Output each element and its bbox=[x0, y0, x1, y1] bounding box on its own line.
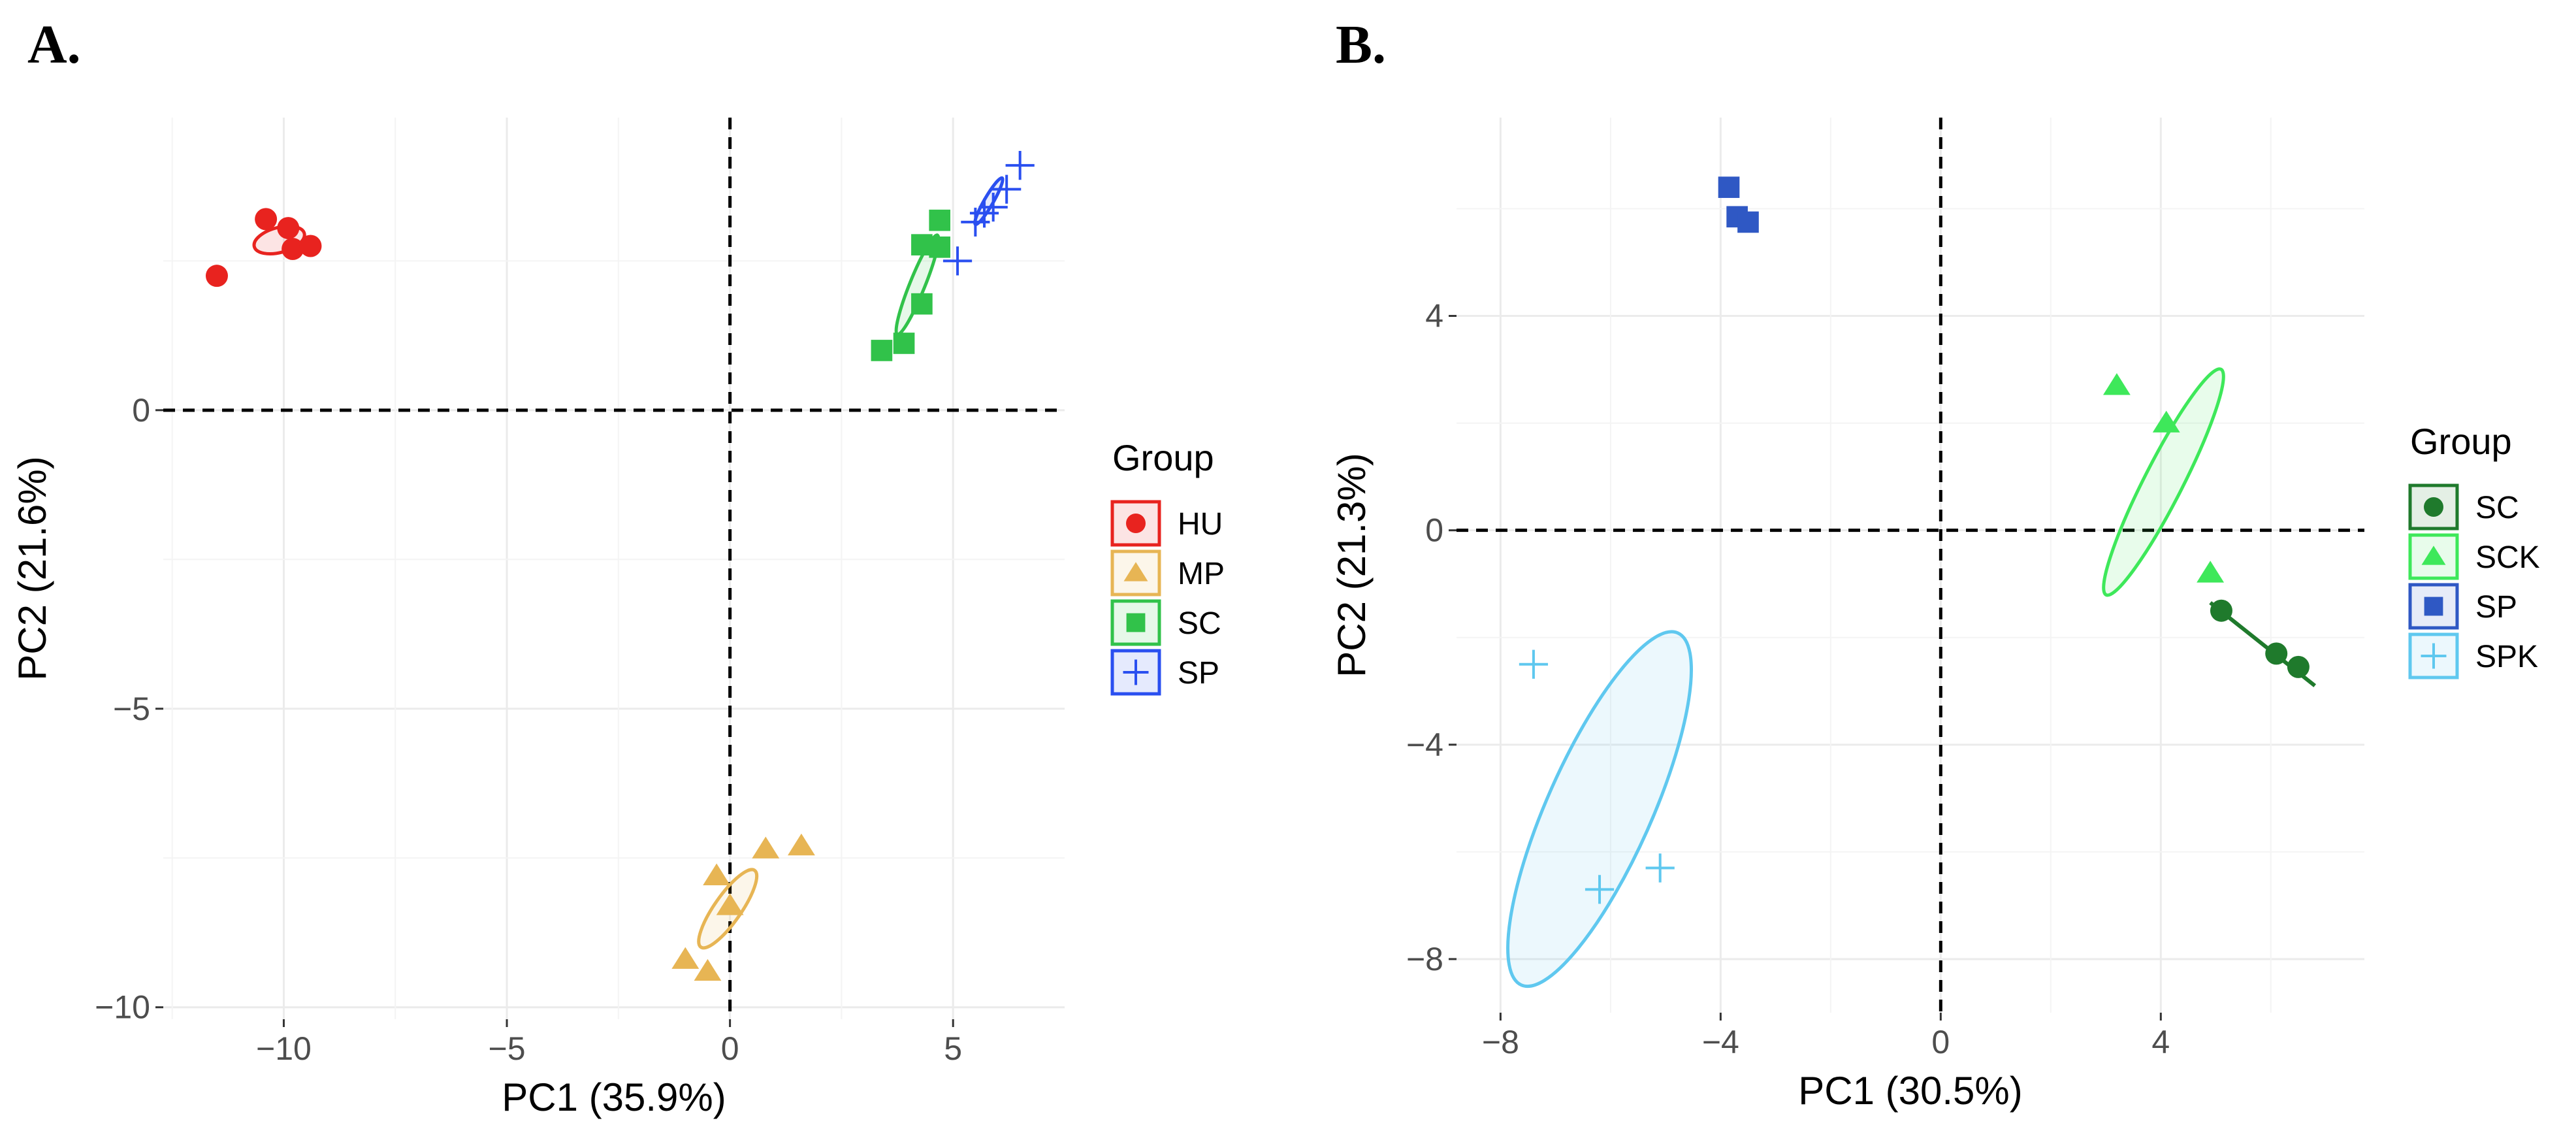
a-xtick-label-1: −5 bbox=[489, 1030, 526, 1067]
a-point-mp-3 bbox=[716, 893, 744, 915]
a-point-sc-1 bbox=[893, 333, 915, 354]
a-ytick-label-2: 0 bbox=[132, 392, 150, 429]
b-ytick-label-3: 4 bbox=[1425, 298, 1443, 335]
b-legend-title: Group bbox=[2410, 421, 2512, 462]
a-ellipse-sp bbox=[973, 176, 1005, 227]
b-legend-symbol-sck bbox=[2421, 546, 2446, 565]
b-legend-label-sck: SCK bbox=[2475, 540, 2540, 575]
b-point-sc-1 bbox=[2265, 642, 2288, 665]
a-series-mp bbox=[671, 833, 815, 981]
a-legend-symbol-sc bbox=[1126, 613, 1146, 632]
a-legend-symbol-sp bbox=[1123, 659, 1149, 685]
b-series-sck bbox=[2102, 367, 2225, 597]
a-point-sc-2 bbox=[911, 293, 933, 315]
b-legend-label-spk: SPK bbox=[2475, 640, 2538, 674]
a-point-sc-0 bbox=[871, 340, 893, 361]
a-point-sc-4 bbox=[929, 236, 951, 258]
a-point-sp-4 bbox=[992, 174, 1022, 204]
b-y-axis-label: PC2 (21.3%) bbox=[1330, 453, 1374, 677]
b-x-axis-label: PC1 (30.5%) bbox=[1798, 1069, 2022, 1113]
a-legend-label-hu: HU bbox=[1178, 507, 1223, 542]
b-legend-label-sc: SC bbox=[2475, 491, 2519, 525]
b-point-sc-0 bbox=[2210, 599, 2232, 622]
a-series-hu bbox=[205, 208, 322, 287]
b-point-sp-0 bbox=[1718, 176, 1740, 198]
b-point-spk-1 bbox=[1585, 875, 1615, 904]
a-legend-symbol-mp bbox=[1123, 562, 1148, 581]
b-ytick-label-2: 0 bbox=[1425, 512, 1443, 549]
a-point-sp-0 bbox=[942, 246, 973, 276]
a-point-hu-0 bbox=[205, 265, 228, 287]
b-legend-label-sp: SP bbox=[2475, 590, 2517, 625]
a-legend-label-sc: SC bbox=[1178, 606, 1221, 641]
a-xtick-label-0: −10 bbox=[256, 1030, 312, 1067]
b-series-sc bbox=[2209, 599, 2317, 687]
a-point-mp-4 bbox=[752, 836, 780, 858]
a-legend-label-mp: MP bbox=[1178, 557, 1225, 591]
a-legend-title: Group bbox=[1112, 437, 1214, 478]
panel-b-label: B. bbox=[1336, 14, 1387, 75]
a-point-sp-5 bbox=[1005, 151, 1035, 180]
b-point-sck-2 bbox=[2197, 561, 2225, 583]
a-point-mp-0 bbox=[671, 947, 700, 969]
a-legend-symbol-hu bbox=[1126, 514, 1146, 533]
a-point-hu-4 bbox=[299, 235, 322, 257]
b-ytick-label-0: −8 bbox=[1406, 941, 1443, 977]
a-xtick-label-3: 5 bbox=[944, 1030, 962, 1067]
a-point-hu-2 bbox=[277, 217, 300, 240]
a-xtick-label-2: 0 bbox=[721, 1030, 739, 1067]
b-legend-symbol-sc bbox=[2424, 497, 2443, 517]
a-point-hu-3 bbox=[282, 238, 304, 261]
b-point-spk-2 bbox=[1645, 853, 1675, 883]
a-ytick-label-0: −10 bbox=[95, 989, 150, 1026]
b-ellipse-spk bbox=[1506, 630, 1693, 989]
a-y-axis-label: PC2 (21.6%) bbox=[10, 456, 54, 680]
a-ytick-label-1: −5 bbox=[113, 691, 150, 727]
b-point-spk-0 bbox=[1519, 649, 1549, 679]
a-point-hu-1 bbox=[255, 208, 278, 231]
b-ellipse-sck bbox=[2102, 367, 2225, 597]
a-point-mp-2 bbox=[703, 863, 731, 885]
a-x-axis-label: PC1 (35.9%) bbox=[502, 1075, 726, 1119]
pca-plot-b: −8 −4 0 4 −8 −4 0 4 PC1 (30.5%) PC2 (21.3%) Group S… bbox=[1330, 118, 2540, 1113]
b-point-sc-2 bbox=[2287, 655, 2310, 678]
a-series-sc bbox=[871, 209, 951, 361]
a-series-sp bbox=[942, 151, 1035, 276]
b-xtick-label-3: 4 bbox=[2151, 1024, 2170, 1060]
b-series-spk bbox=[1506, 630, 1693, 989]
panel-a-label: A. bbox=[27, 14, 81, 75]
b-xtick-label-2: 0 bbox=[1931, 1024, 1950, 1060]
b-legend: Group SC SCK SP SPK bbox=[2408, 421, 2540, 679]
a-point-sp-3 bbox=[978, 192, 1008, 222]
a-point-mp-1 bbox=[694, 958, 722, 981]
b-legend-symbol-spk bbox=[2421, 643, 2447, 669]
b-point-sck-1 bbox=[2152, 410, 2180, 433]
a-point-sc-5 bbox=[929, 209, 951, 231]
b-point-sck-0 bbox=[2102, 373, 2131, 395]
a-legend: Group HU MP SC SP bbox=[1110, 437, 1225, 696]
a-point-mp-5 bbox=[787, 833, 815, 856]
a-legend-label-sp: SP bbox=[1178, 656, 1219, 691]
b-point-sp-2 bbox=[1737, 211, 1759, 233]
b-ytick-label-1: −4 bbox=[1406, 727, 1443, 763]
b-xtick-label-1: −4 bbox=[1702, 1024, 1739, 1060]
b-xtick-label-0: −8 bbox=[1482, 1024, 1519, 1060]
a-grid bbox=[163, 118, 1065, 1019]
pca-plot-a: −10 −5 0 5 −10 −5 0 PC1 (35.9%) PC2 (21.6%) Group… bbox=[10, 118, 1225, 1119]
a-point-sc-3 bbox=[911, 234, 933, 255]
b-series-sp bbox=[1718, 176, 1759, 233]
b-legend-symbol-sp bbox=[2424, 597, 2443, 616]
